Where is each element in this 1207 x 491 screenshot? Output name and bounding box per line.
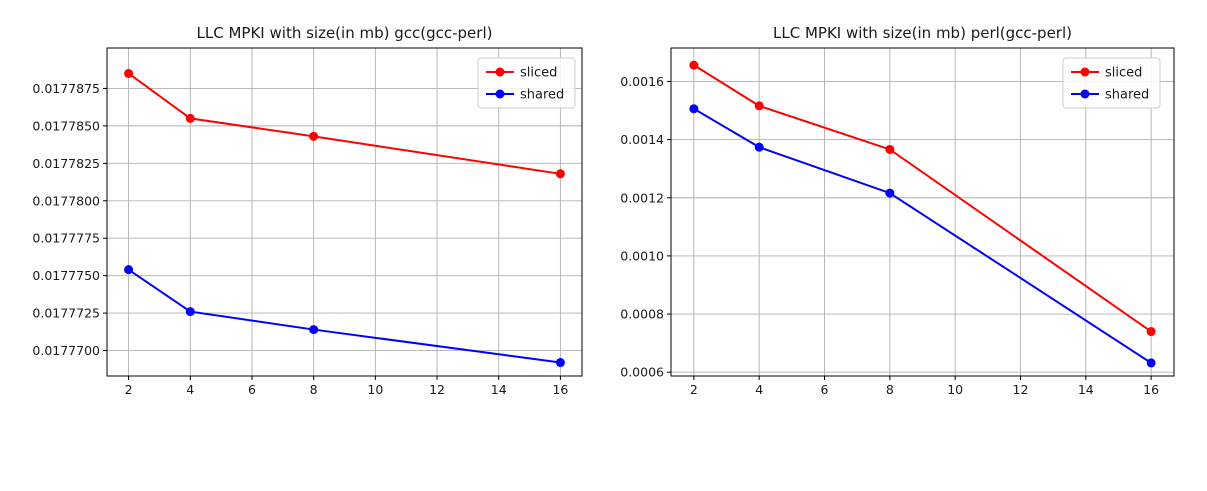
- chart-title: LLC MPKI with size(in mb) perl(gcc-perl): [773, 24, 1072, 42]
- data-point-sliced: [124, 68, 134, 78]
- legend-label-sliced: sliced: [520, 66, 557, 81]
- legend-label-shared: shared: [520, 88, 564, 103]
- y-tick-label: 0.0010: [620, 248, 664, 263]
- x-tick-label: 12: [1013, 382, 1029, 397]
- data-point-shared: [124, 265, 134, 275]
- data-point-shared: [1146, 358, 1156, 368]
- y-tick-label: 0.0012: [620, 190, 664, 205]
- y-tick-label: 0.0177775: [32, 231, 100, 246]
- y-tick-label: 0.0177875: [32, 81, 100, 96]
- x-tick-label: 14: [491, 382, 507, 397]
- data-point-shared: [309, 325, 319, 335]
- legend: sliced shared: [1062, 57, 1161, 109]
- legend-marker-sliced: [495, 67, 505, 77]
- y-tick-label: 0.0177800: [32, 193, 100, 208]
- y-tick-label: 0.0008: [620, 307, 664, 322]
- chart-panel-1: 2 4 6 8 10 12 14 16 0.0177700 0.0177725 0.0177750 0…: [32, 24, 583, 397]
- x-tick-label: 6: [821, 382, 829, 397]
- data-point-shared: [689, 104, 699, 114]
- x-tick-label: 8: [310, 382, 318, 397]
- x-tick-label: 12: [429, 382, 445, 397]
- x-tick-label: 10: [947, 382, 963, 397]
- x-tick-label: 14: [1078, 382, 1094, 397]
- series-line-sliced: [128, 72, 561, 175]
- x-tick-label: 2: [125, 382, 133, 397]
- legend-marker-sliced: [1080, 67, 1090, 77]
- y-tick-label: 0.0177750: [32, 268, 100, 283]
- x-tick-label: 16: [552, 382, 568, 397]
- legend-label-shared: shared: [1105, 88, 1149, 103]
- y-tick-label: 0.0014: [620, 132, 664, 147]
- data-point-sliced: [1146, 327, 1156, 337]
- x-tick-label: 6: [248, 382, 256, 397]
- x-tick-label: 4: [186, 382, 194, 397]
- x-tick-label: 2: [690, 382, 698, 397]
- data-point-sliced: [885, 144, 895, 154]
- data-point-sliced: [185, 113, 195, 123]
- series-line-shared: [693, 107, 1152, 364]
- legend: sliced shared: [477, 57, 576, 109]
- x-tick-label: 16: [1143, 382, 1159, 397]
- y-tick-label: 0.0177825: [32, 156, 100, 171]
- legend-marker-shared: [495, 89, 505, 99]
- legend-marker-shared: [1080, 89, 1090, 99]
- y-tick-label: 0.0177700: [32, 343, 100, 358]
- x-tick-label: 10: [367, 382, 383, 397]
- y-tick-label: 0.0177850: [32, 118, 100, 133]
- plot-frame: [106, 47, 583, 377]
- chart-title: LLC MPKI with size(in mb) gcc(gcc-perl): [197, 24, 493, 42]
- y-tick-label: 0.0016: [620, 74, 664, 89]
- data-point-shared: [185, 307, 195, 317]
- x-tick-label: 4: [755, 382, 763, 397]
- data-point-sliced: [689, 60, 699, 70]
- series-line-sliced: [693, 64, 1152, 333]
- plot-frame: [670, 47, 1175, 377]
- data-point-shared: [885, 188, 895, 198]
- y-tick-label: 0.0006: [620, 365, 664, 380]
- x-tick-label: 8: [886, 382, 894, 397]
- chart-panel-2: 2 4 6 8 10 12 14 16 0.0006 0.0008 0.0010 0.0012 0.00…: [620, 24, 1175, 397]
- data-point-shared: [754, 142, 764, 152]
- data-point-sliced: [555, 169, 565, 179]
- y-tick-label: 0.0177725: [32, 306, 100, 321]
- series-line-shared: [128, 268, 561, 364]
- data-point-sliced: [754, 101, 764, 111]
- legend-label-sliced: sliced: [1105, 66, 1142, 81]
- data-point-shared: [555, 358, 565, 368]
- data-point-sliced: [309, 131, 319, 141]
